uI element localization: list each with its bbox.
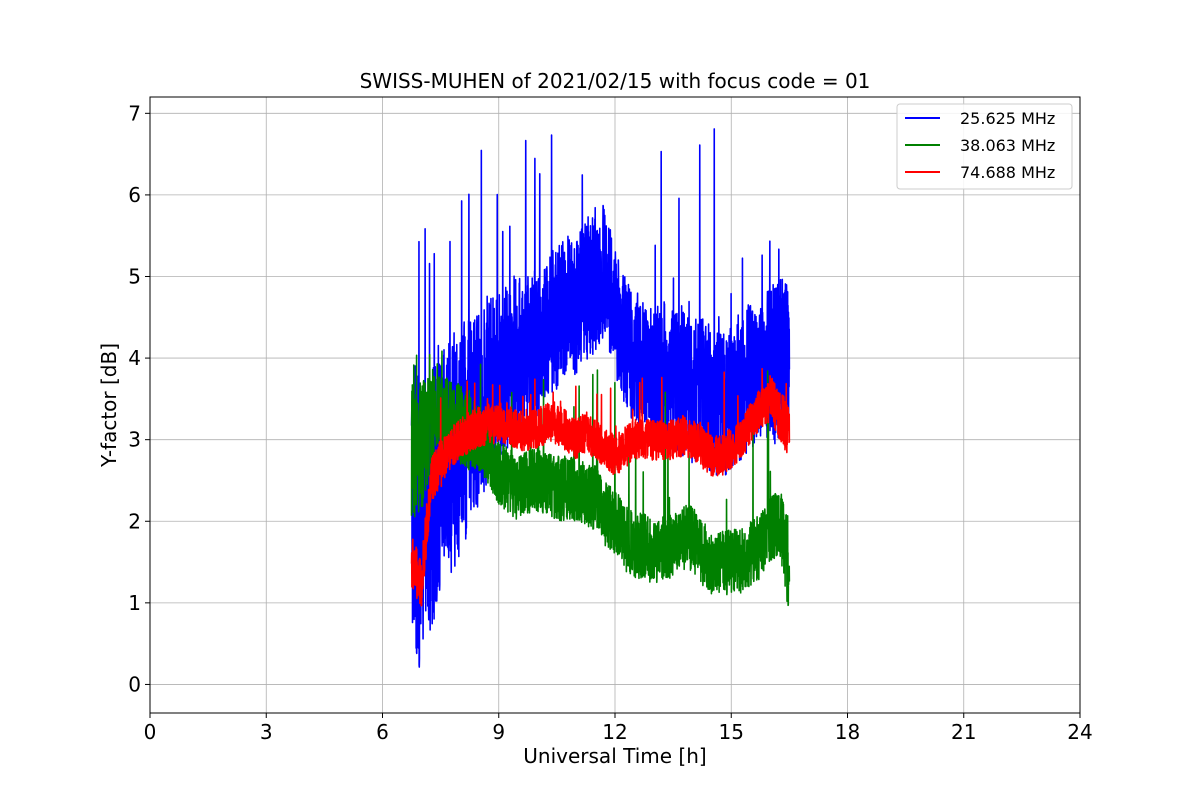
series-layer (410, 128, 791, 668)
y-tick-label: 3 (128, 428, 141, 452)
y-tick-label: 4 (128, 346, 141, 370)
legend-label-38063: 38.063 MHz (960, 136, 1055, 155)
legend-box (896, 103, 1073, 190)
x-tick-label: 3 (260, 720, 273, 744)
y-axis-label: Y-factor [dB] (97, 343, 121, 468)
x-tick-label: 6 (376, 720, 389, 744)
y-tick-label: 2 (128, 509, 141, 533)
legend-label-25625: 25.625 MHz (960, 109, 1055, 128)
x-axis-label: Universal Time [h] (523, 744, 706, 768)
y-tick-label: 7 (128, 101, 141, 125)
x-tick-label: 9 (492, 720, 505, 744)
chart-title: SWISS-MUHEN of 2021/02/15 with focus cod… (360, 69, 871, 93)
x-tick-label: 0 (144, 720, 157, 744)
legend-label-74688: 74.688 MHz (960, 163, 1055, 182)
legend: 25.625 MHz 38.063 MHz 74.688 MHz (896, 103, 1073, 190)
y-tick-label: 1 (128, 591, 141, 615)
x-tick-label: 18 (835, 720, 860, 744)
x-tick-label: 12 (602, 720, 627, 744)
y-tick-label: 0 (128, 672, 141, 696)
x-tick-label: 21 (951, 720, 976, 744)
y-tick-label: 6 (128, 183, 141, 207)
series-line-25625mhz (410, 128, 791, 668)
x-tick-label: 24 (1067, 720, 1092, 744)
x-tick-label: 15 (719, 720, 744, 744)
y-tick-label: 5 (128, 264, 141, 288)
series-line-74688mhz (410, 367, 791, 607)
